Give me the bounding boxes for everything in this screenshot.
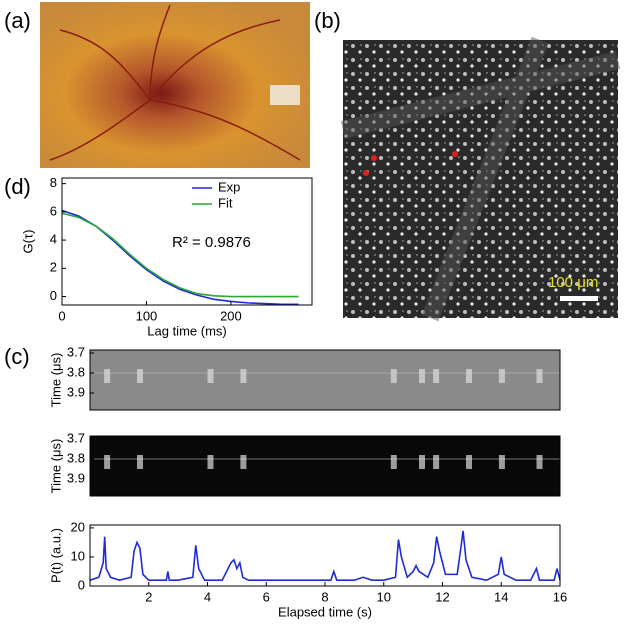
y-axis-label: Time (μs) <box>48 353 63 408</box>
heatmap-feature <box>433 455 440 469</box>
y-tick-label: 20 <box>71 519 85 534</box>
axes-frame <box>89 435 561 497</box>
heatmap-feature <box>536 369 543 383</box>
heatmap-image <box>90 436 560 496</box>
y-tick-label: 3.7 <box>67 344 85 359</box>
x-tick-label: 6 <box>263 589 270 604</box>
y-tick-label: 3.9 <box>67 470 85 485</box>
axes-frame <box>89 349 561 411</box>
heatmap-feature <box>240 369 247 383</box>
y-tick-label: 3.9 <box>67 384 85 399</box>
x-tick-label: 8 <box>321 589 328 604</box>
x-tick-label: 200 <box>220 308 242 323</box>
legend-label: Fit <box>218 195 233 210</box>
y-tick-label: 3.8 <box>67 450 85 465</box>
y-tick-label: 0 <box>50 288 57 303</box>
y-axis-label: Time (μs) <box>48 439 63 494</box>
heatmap-feature <box>207 369 214 383</box>
x-tick-label: 12 <box>435 589 449 604</box>
y-tick-label: 4 <box>50 232 57 247</box>
heatmap-feature <box>498 455 505 469</box>
scale-bar-label: 100 μm <box>548 274 598 291</box>
x-tick-label: 4 <box>204 589 211 604</box>
y-tick-label: 8 <box>50 175 57 190</box>
heatmap-feature <box>498 369 505 383</box>
photo <box>40 2 310 168</box>
heatmap-feature <box>390 369 397 383</box>
panel-label: (a) <box>4 8 31 33</box>
y-tick-label: 10 <box>71 548 85 563</box>
heatmap-feature <box>390 455 397 469</box>
heatmap-feature <box>419 369 425 383</box>
x-tick-label: 100 <box>136 308 158 323</box>
x-tick-label: 10 <box>377 589 391 604</box>
y-tick-label: 2 <box>50 260 57 275</box>
x-tick-label: 16 <box>553 589 567 604</box>
legend-label: Exp <box>218 179 240 194</box>
y-axis-label: P(t) (a.u.) <box>48 528 63 583</box>
annotation: R² = 0.9876 <box>172 234 251 251</box>
data-line <box>61 212 299 298</box>
heatmap-image <box>90 350 560 410</box>
heatmap-feature <box>419 455 425 469</box>
x-tick-label: 2 <box>145 589 152 604</box>
panel-label: (b) <box>314 8 341 33</box>
axes-frame <box>89 524 561 587</box>
x-axis-label: Lag time (ms) <box>147 323 226 338</box>
panel-label: (c) <box>4 344 30 369</box>
heatmap-feature <box>536 455 543 469</box>
heatmap-feature <box>104 455 111 469</box>
y-tick-label: 0 <box>78 577 85 592</box>
heatmap-feature <box>104 369 111 383</box>
microscopy: 100 μm <box>340 36 621 322</box>
panel-label: (d) <box>4 174 31 199</box>
heatmap-feature <box>207 455 214 469</box>
axes-frame <box>61 177 313 306</box>
heatmap-feature <box>137 455 143 469</box>
heatmap-feature <box>466 369 472 383</box>
y-tick-label: 6 <box>50 203 57 218</box>
heatmap-feature <box>466 455 472 469</box>
heatmap-feature <box>137 369 143 383</box>
y-tick-label: 3.8 <box>67 364 85 379</box>
x-axis-label: Elapsed time (s) <box>278 604 372 619</box>
data-line <box>61 209 299 306</box>
x-tick-label: 14 <box>494 589 508 604</box>
heatmap-feature <box>240 455 247 469</box>
y-tick-label: 3.7 <box>67 430 85 445</box>
x-tick-label: 0 <box>58 308 65 323</box>
heatmap-feature <box>433 369 440 383</box>
data-line <box>89 530 561 582</box>
y-axis-label: G(τ) <box>20 230 35 254</box>
